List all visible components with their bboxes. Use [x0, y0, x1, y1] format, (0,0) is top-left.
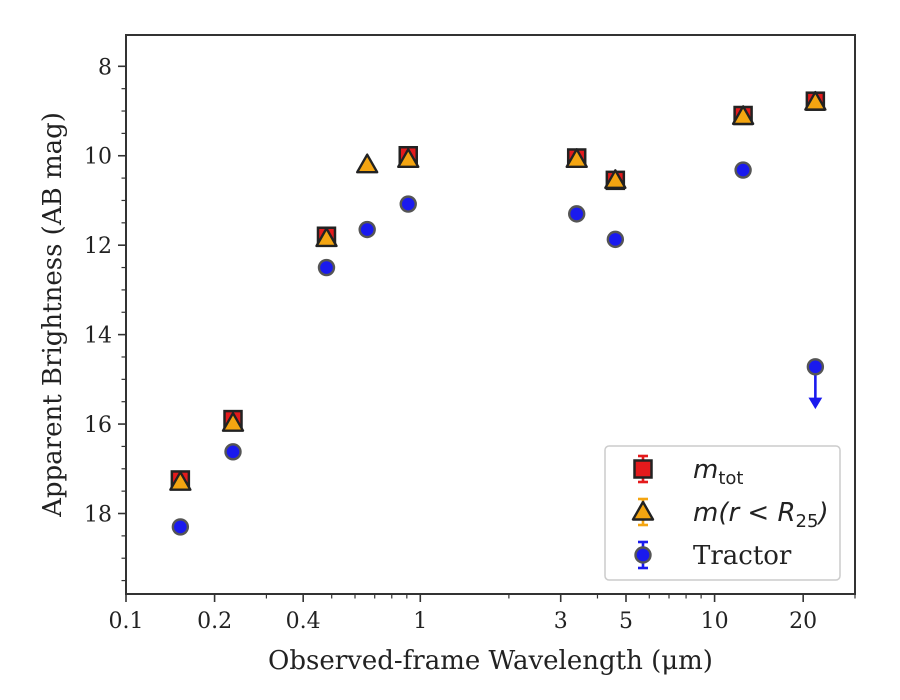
series-circle	[171, 161, 825, 536]
legend-label: Tractor	[693, 541, 792, 571]
triangle-point	[565, 148, 588, 169]
x-tick-label: 0.2	[197, 609, 232, 634]
x-tick-label: 3	[554, 609, 568, 634]
legend: mtot m(r < R25) Tractor	[604, 445, 841, 581]
legend-triangle-marker	[631, 500, 655, 521]
circle-point	[171, 518, 190, 536]
y-axis-label: Apparent Brightness (AB mag)	[38, 112, 68, 518]
triangle-point	[604, 169, 627, 190]
plot-area	[125, 34, 856, 595]
y-tick-label: 12	[84, 234, 112, 259]
legend-label: m(r < R25)	[693, 498, 829, 532]
y-tick-label: 14	[84, 324, 112, 349]
x-tick-label: 0.1	[109, 609, 144, 634]
data-marks	[169, 90, 827, 536]
triangle-point	[731, 105, 755, 126]
circle-point	[734, 161, 752, 179]
legend-box	[604, 445, 841, 581]
triangle-point	[169, 471, 192, 491]
x-tick-label: 1	[413, 609, 427, 634]
legend-label: mtot	[693, 455, 743, 489]
circle-point	[224, 443, 242, 461]
y-tick-label: 16	[84, 413, 112, 438]
triangle-point	[355, 153, 379, 174]
legend-circle-marker	[634, 546, 652, 564]
triangle-point	[315, 227, 338, 248]
triangle-point	[221, 411, 245, 432]
y-tick-label: 8	[98, 55, 112, 80]
series-square	[170, 91, 826, 490]
y-tick-label: 10	[84, 145, 112, 170]
circle-point	[606, 230, 625, 249]
axis-labels: Observed-frame Wavelength (μm) Apparent …	[38, 112, 713, 676]
y-tick-label: 18	[84, 503, 112, 528]
series-triangle	[169, 90, 827, 491]
x-tick-label: 5	[619, 609, 633, 634]
upper-limit-arrow-head	[808, 397, 823, 410]
x-tick-label: 10	[701, 609, 729, 634]
circle-point	[358, 220, 376, 239]
x-tick-label: 20	[789, 609, 817, 634]
axis-ticks: 0.1 0.2 0.4 1 3 5 10 20 8 10 12 14 16 18	[84, 55, 856, 634]
circle-point	[399, 195, 417, 213]
x-tick-label: 0.4	[286, 609, 321, 634]
triangle-point	[397, 148, 420, 169]
circle-point	[568, 205, 586, 223]
circle-point	[317, 258, 336, 277]
triangle-point	[804, 90, 827, 111]
legend-square-marker	[633, 459, 653, 479]
x-axis-label: Observed-frame Wavelength (μm)	[268, 646, 713, 676]
circle-point	[806, 358, 825, 376]
plot-frame	[125, 34, 856, 595]
